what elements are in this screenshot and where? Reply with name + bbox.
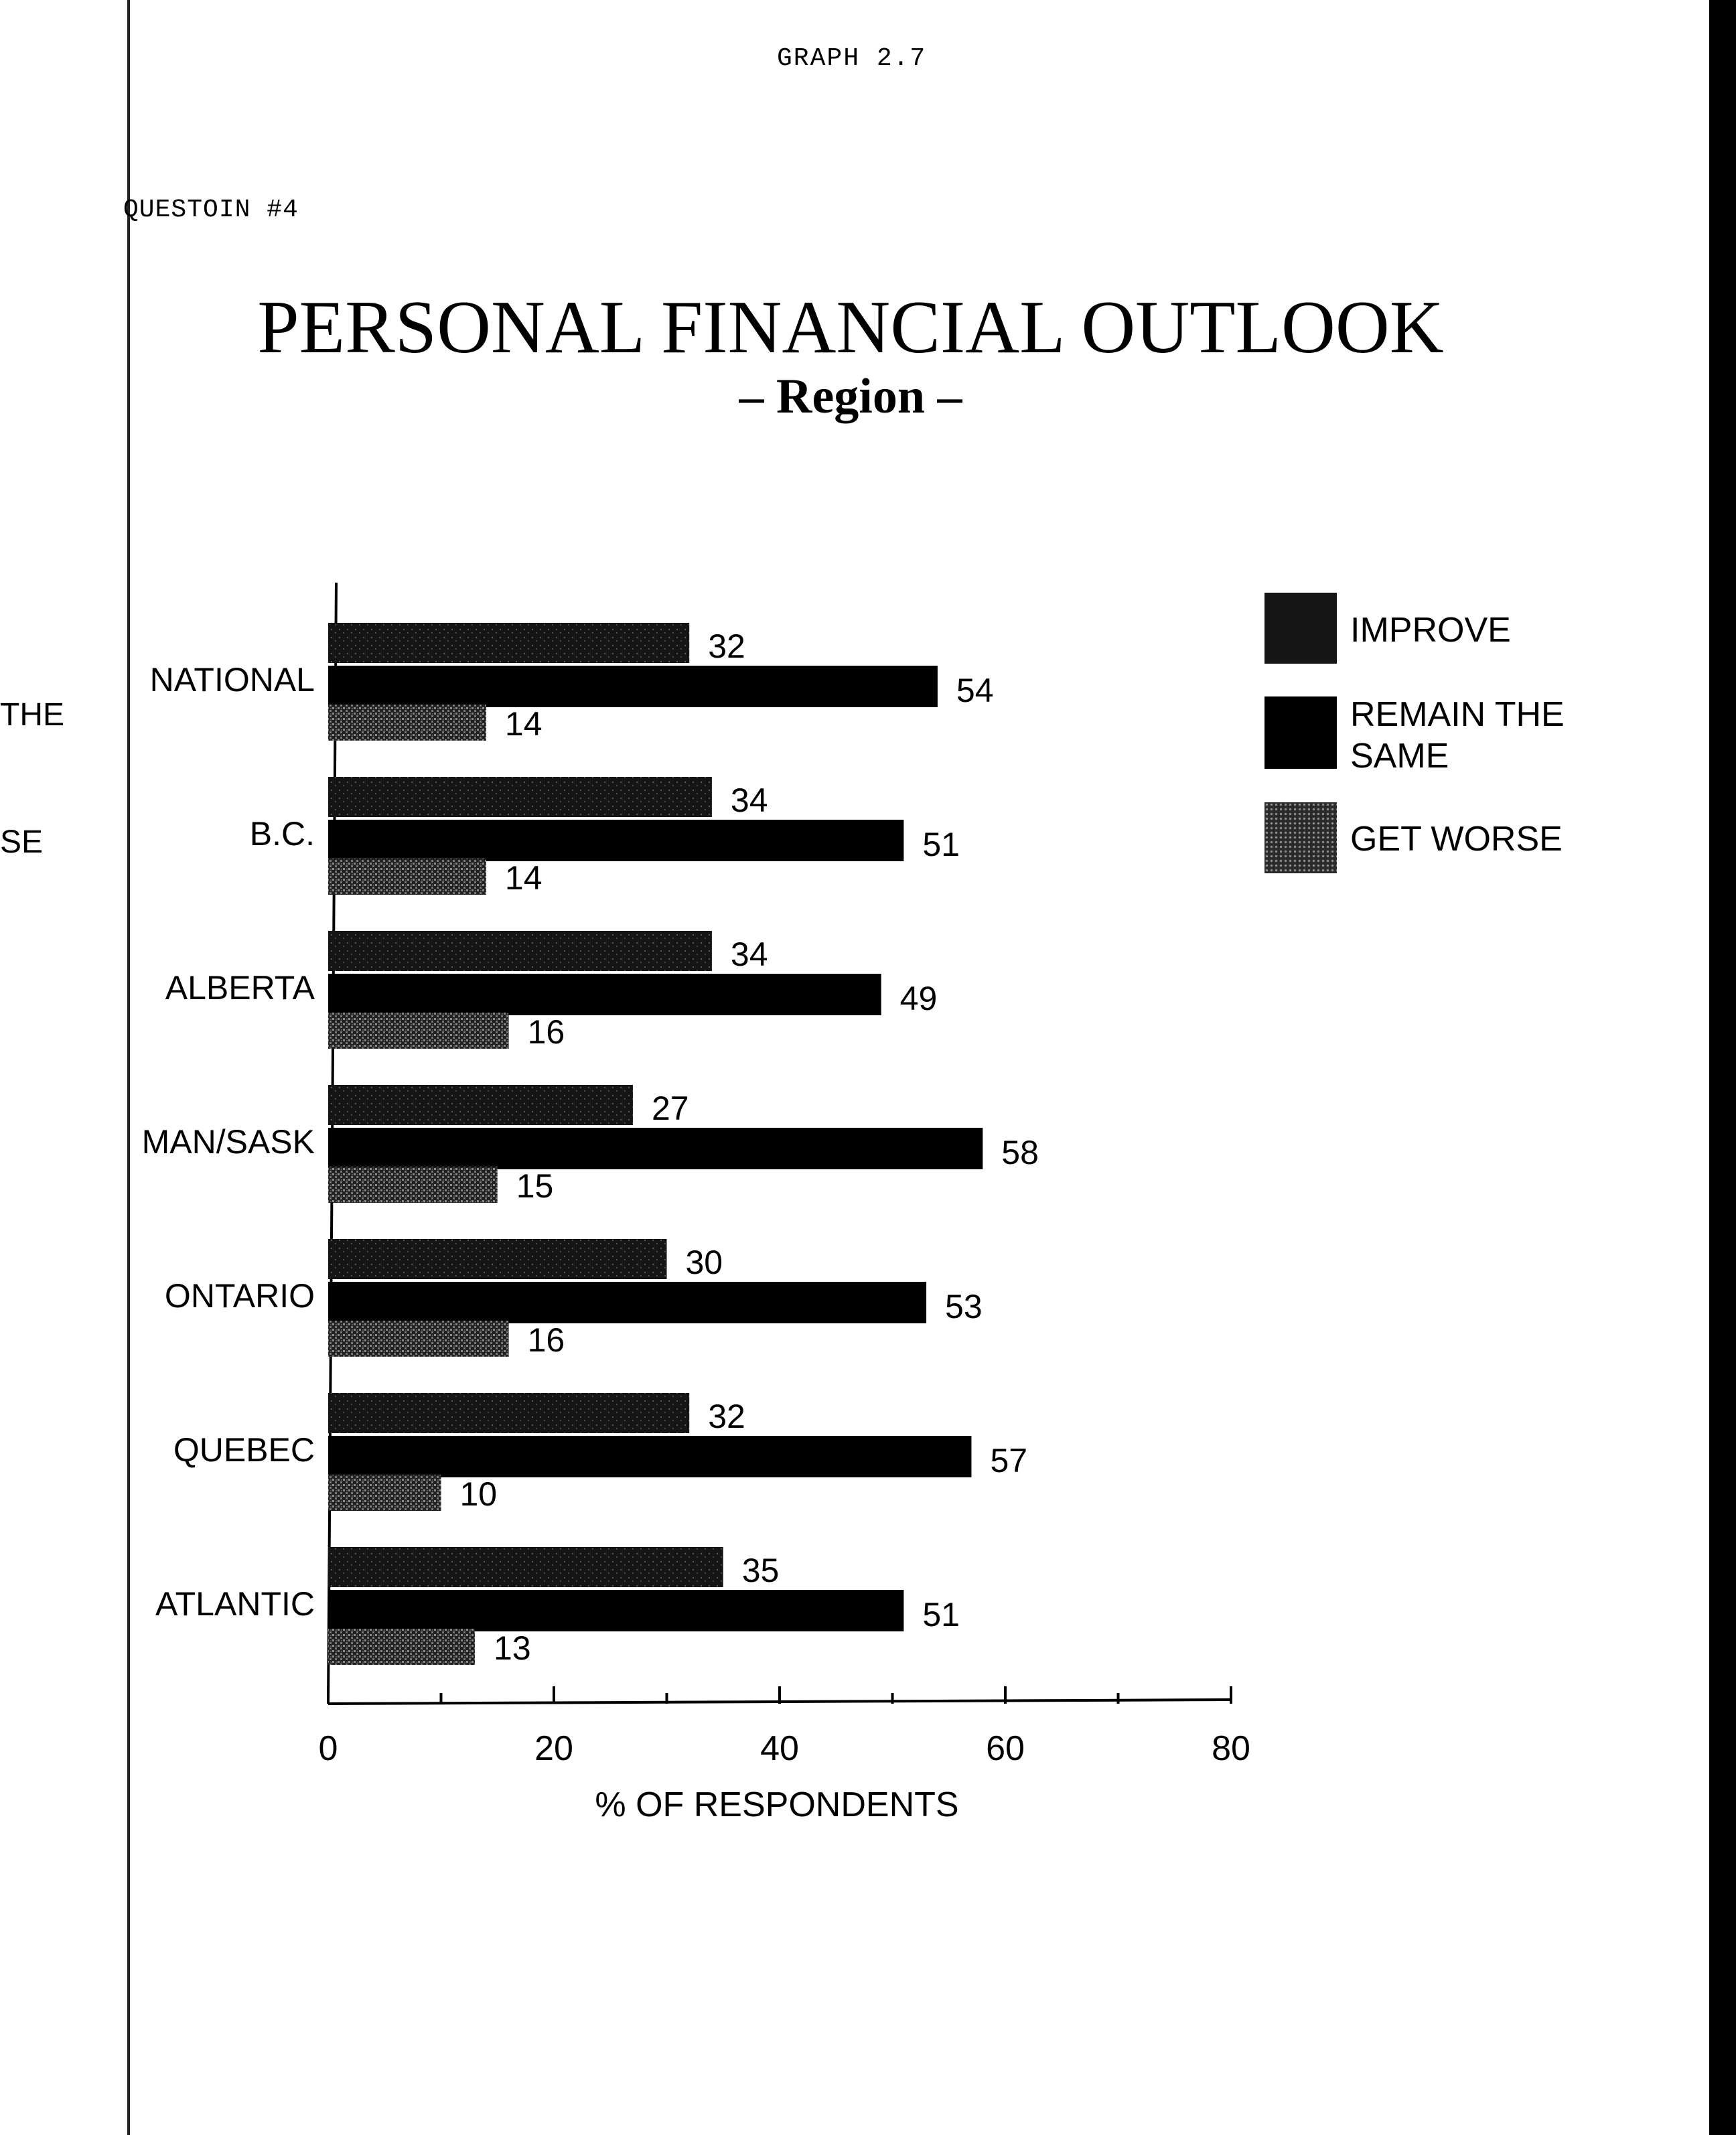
margin-fragment-the: THE — [0, 697, 64, 733]
category-label: ALBERTA — [165, 969, 315, 1007]
category-label: B.C. — [250, 815, 315, 853]
legend-swatch-remain-the-same — [1264, 696, 1337, 769]
bar-remain-the-same — [328, 1590, 904, 1631]
data-label-remain-the-same: 51 — [922, 1596, 960, 1633]
category-label: NATIONAL — [150, 661, 315, 698]
x-tick-label: 20 — [534, 1729, 573, 1768]
data-label-get-worse: 14 — [505, 705, 542, 743]
legend-label-improve: IMPROVE — [1350, 611, 1511, 650]
bar-get-worse — [328, 705, 486, 741]
data-label-improve: 32 — [708, 1398, 745, 1435]
legend-label-get-worse: GET WORSE — [1350, 820, 1563, 859]
category-label: QUEBEC — [173, 1431, 315, 1469]
bar-improve — [328, 623, 690, 663]
bar-get-worse — [328, 1475, 441, 1511]
page-right-edge-bar — [1709, 0, 1736, 2135]
data-label-remain-the-same: 57 — [990, 1442, 1027, 1479]
data-label-improve: 35 — [742, 1552, 780, 1589]
bar-get-worse — [328, 1321, 509, 1357]
bar-get-worse — [328, 859, 486, 895]
x-tick-label: 80 — [1212, 1729, 1250, 1768]
x-axis-title: % OF RESPONDENTS — [595, 1785, 958, 1824]
data-label-remain-the-same: 49 — [900, 980, 938, 1017]
data-label-improve: 32 — [708, 628, 745, 665]
chart-title: PERSONAL FINANCIAL OUTLOOK — [257, 286, 1444, 369]
legend-swatch-improve — [1264, 593, 1337, 664]
bar-remain-the-same — [328, 1128, 983, 1169]
data-label-improve: 27 — [652, 1090, 689, 1127]
bar-remain-the-same — [328, 974, 881, 1015]
data-label-get-worse: 16 — [528, 1321, 565, 1359]
x-tick-label: 40 — [760, 1729, 799, 1768]
x-tick-label: 60 — [986, 1729, 1025, 1768]
legend-swatch-get-worse — [1264, 802, 1337, 873]
bar-improve — [328, 1239, 667, 1279]
data-label-improve: 30 — [686, 1244, 723, 1281]
category-label: MAN/SASK — [142, 1123, 315, 1161]
bar-get-worse — [328, 1013, 509, 1049]
x-tick-label: 0 — [319, 1729, 338, 1768]
category-label: ATLANTIC — [155, 1585, 315, 1623]
data-label-remain-the-same: 54 — [956, 672, 994, 709]
question-number-label: QUESTOIN #4 — [123, 196, 299, 224]
data-label-get-worse: 16 — [528, 1013, 565, 1051]
bar-get-worse — [328, 1629, 476, 1665]
data-label-get-worse: 13 — [494, 1629, 531, 1667]
bar-improve — [328, 1547, 723, 1587]
margin-fragment-se: SE — [0, 824, 44, 860]
bar-remain-the-same — [328, 1282, 927, 1323]
category-label: ONTARIO — [165, 1277, 315, 1315]
bar-improve — [328, 931, 712, 971]
data-label-remain-the-same: 51 — [922, 826, 960, 863]
bar-improve — [328, 777, 712, 817]
bar-remain-the-same — [328, 666, 938, 707]
bar-improve — [328, 1085, 633, 1125]
data-label-improve: 34 — [731, 782, 768, 819]
bar-get-worse — [328, 1167, 498, 1203]
data-label-remain-the-same: 58 — [1001, 1134, 1039, 1171]
data-label-improve: 34 — [731, 936, 768, 973]
bar-remain-the-same — [328, 820, 904, 861]
data-label-get-worse: 14 — [505, 859, 542, 897]
bar-remain-the-same — [328, 1436, 972, 1477]
data-label-remain-the-same: 53 — [945, 1288, 983, 1325]
data-label-get-worse: 10 — [460, 1475, 498, 1513]
chart-bars — [328, 623, 983, 1665]
bar-improve — [328, 1393, 690, 1433]
data-label-get-worse: 15 — [516, 1167, 554, 1205]
chart-subtitle: – Region – — [739, 369, 962, 424]
chart-labels: NATIONAL 32 54 14 B.C. 34 51 14 ALBERTA 34 49 16 MAN… — [142, 628, 1039, 1667]
legend-label-remain-the-same: REMAIN THE SAME — [1350, 695, 1565, 776]
page-left-edge-rule — [127, 0, 130, 2135]
graph-number-label: GRAPH 2.7 — [777, 44, 927, 73]
